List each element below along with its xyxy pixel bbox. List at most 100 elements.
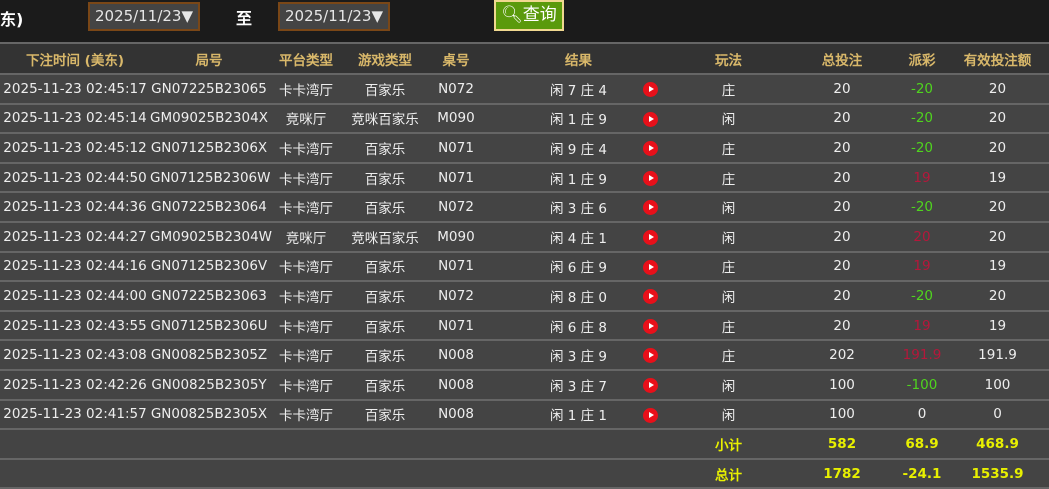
total-bet-cell: 20	[786, 103, 898, 135]
total-bet-cell: 20	[786, 221, 898, 253]
valid-bet-cell: 20	[946, 281, 1049, 312]
bet-records-table: 下注时间 (美东) 局号 平台类型 游戏类型 桌号 结果 玩法 总投注 派彩 有效投注额 2025…	[0, 44, 1049, 489]
play-type-cell: 庄	[671, 162, 786, 194]
round-id-cell: GN07125B2306U	[150, 310, 268, 342]
result-cell: 闲 8 庄 0	[486, 281, 671, 312]
date-from-select[interactable]: 2025/11/23▼	[88, 2, 200, 31]
bet-time-cell: 2025-11-23 02:43:55	[0, 310, 150, 342]
column-header[interactable]: 有效投注额	[946, 44, 1049, 75]
empty-cell	[344, 429, 426, 460]
play-video-icon[interactable]	[643, 407, 658, 423]
column-header[interactable]: 游戏类型	[344, 44, 426, 75]
column-header[interactable]: 平台类型	[268, 44, 344, 75]
label-cell: 小计	[671, 429, 786, 460]
table-no-cell: N008	[426, 399, 486, 431]
result-text: 闲 8 庄 0	[549, 289, 608, 306]
valid-cell: 1535.9	[946, 458, 1049, 489]
subtotal-row: 小计 582 68.9 468.9	[0, 429, 1049, 460]
play-video-icon[interactable]	[643, 111, 658, 127]
game-type-cell: 百家乐	[344, 133, 426, 164]
valid-bet-cell: 20	[946, 103, 1049, 135]
column-header[interactable]: 局号	[150, 44, 268, 75]
table-row: 2025-11-23 02:44:27 GM09025B2304W 竞咪厅 竞咪百家乐…	[0, 221, 1049, 253]
filter-bar: 东) 2025/11/23▼ 至 2025/11/23▼ 🔍︎查询	[0, 0, 1049, 44]
round-id-cell: GN07125B2306X	[150, 133, 268, 164]
play-video-icon[interactable]	[643, 289, 658, 305]
result-cell: 闲 7 庄 4	[486, 74, 671, 105]
valid-bet-cell: 0	[946, 399, 1049, 431]
result-cell: 闲 1 庄 9	[486, 103, 671, 135]
to-label: 至	[236, 9, 253, 28]
table-no-cell: N072	[426, 192, 486, 223]
result-text: 闲 7 庄 4	[549, 82, 608, 99]
valid-bet-cell: 20	[946, 74, 1049, 105]
bet-time-cell: 2025-11-23 02:41:57	[0, 399, 150, 431]
result-cell: 闲 3 庄 9	[486, 340, 671, 371]
table-row: 2025-11-23 02:44:00 GN07225B23063 卡卡湾厅 百家乐 N…	[0, 281, 1049, 312]
payout-cell: 19	[898, 310, 946, 342]
bet-time-cell: 2025-11-23 02:44:00	[0, 281, 150, 312]
play-video-icon[interactable]	[643, 82, 658, 97]
empty-cell	[0, 429, 150, 460]
round-id-cell: GN00825B2305Z	[150, 340, 268, 371]
table-row: 2025-11-23 02:45:12 GN07125B2306X 卡卡湾厅 百家乐 N…	[0, 133, 1049, 164]
total-bet-cell: 202	[786, 340, 898, 371]
empty-cell	[0, 458, 150, 489]
empty-cell	[268, 429, 344, 460]
payout-cell: 191.9	[898, 340, 946, 371]
play-video-icon[interactable]	[643, 348, 658, 364]
empty-cell	[268, 458, 344, 489]
table-row: 2025-11-23 02:43:55 GN07125B2306U 卡卡湾厅 百家乐 N…	[0, 310, 1049, 342]
table-row: 2025-11-23 02:42:26 GN00825B2305Y 卡卡湾厅 百家乐 N…	[0, 369, 1049, 401]
bet-time-cell: 2025-11-23 02:44:36	[0, 192, 150, 223]
play-video-icon[interactable]	[643, 318, 658, 334]
play-video-icon[interactable]	[643, 229, 658, 245]
column-header[interactable]: 下注时间 (美东)	[0, 44, 150, 75]
column-header[interactable]: 派彩	[898, 44, 946, 75]
empty-cell	[426, 429, 486, 460]
table-no-cell: N071	[426, 133, 486, 164]
table-row: 2025-11-23 02:44:50 GN07125B2306W 卡卡湾厅 百家乐 N…	[0, 162, 1049, 194]
platform-cell: 卡卡湾厅	[268, 340, 344, 371]
game-type-cell: 百家乐	[344, 162, 426, 194]
play-type-cell: 闲	[671, 221, 786, 253]
column-header[interactable]: 结果	[486, 44, 671, 75]
result-text: 闲 1 庄 9	[549, 171, 608, 188]
payout-cell: -100	[898, 369, 946, 401]
column-header[interactable]: 总投注	[786, 44, 898, 75]
play-video-icon[interactable]	[643, 377, 658, 393]
game-type-cell: 百家乐	[344, 340, 426, 371]
empty-cell	[150, 429, 268, 460]
result-cell: 闲 6 庄 9	[486, 251, 671, 283]
payout-cell: -20	[898, 74, 946, 105]
play-type-cell: 庄	[671, 74, 786, 105]
platform-cell: 竞咪厅	[268, 103, 344, 135]
result-text: 闲 6 庄 8	[549, 319, 608, 336]
valid-bet-cell: 19	[946, 310, 1049, 342]
total-bet-cell: 20	[786, 162, 898, 194]
play-video-icon[interactable]	[643, 170, 658, 186]
table-no-cell: N008	[426, 369, 486, 401]
round-id-cell: GM09025B2304X	[150, 103, 268, 135]
play-video-icon[interactable]	[643, 200, 658, 216]
platform-cell: 卡卡湾厅	[268, 192, 344, 223]
bet-time-cell: 2025-11-23 02:44:27	[0, 221, 150, 253]
query-button[interactable]: 🔍︎查询	[494, 0, 564, 31]
result-text: 闲 1 庄 9	[549, 112, 608, 129]
play-video-icon[interactable]	[643, 259, 658, 275]
bet-time-cell: 2025-11-23 02:45:14	[0, 103, 150, 135]
grand-total-row: 总计 1782 -24.1 1535.9	[0, 458, 1049, 489]
column-header[interactable]: 玩法	[671, 44, 786, 75]
column-header[interactable]: 桌号	[426, 44, 486, 75]
total-bet-cell: 20	[786, 251, 898, 283]
valid-bet-cell: 20	[946, 192, 1049, 223]
game-type-cell: 百家乐	[344, 310, 426, 342]
table-row: 2025-11-23 02:44:16 GN07125B2306V 卡卡湾厅 百家乐 N…	[0, 251, 1049, 283]
game-type-cell: 百家乐	[344, 74, 426, 105]
play-video-icon[interactable]	[643, 141, 658, 157]
total-bet-cell: 20	[786, 310, 898, 342]
table-header: 下注时间 (美东) 局号 平台类型 游戏类型 桌号 结果 玩法 总投注 派彩 有效投注额	[0, 44, 1049, 75]
date-to-select[interactable]: 2025/11/23▼	[278, 2, 390, 31]
table-no-cell: N072	[426, 74, 486, 105]
round-id-cell: GN00825B2305Y	[150, 369, 268, 401]
